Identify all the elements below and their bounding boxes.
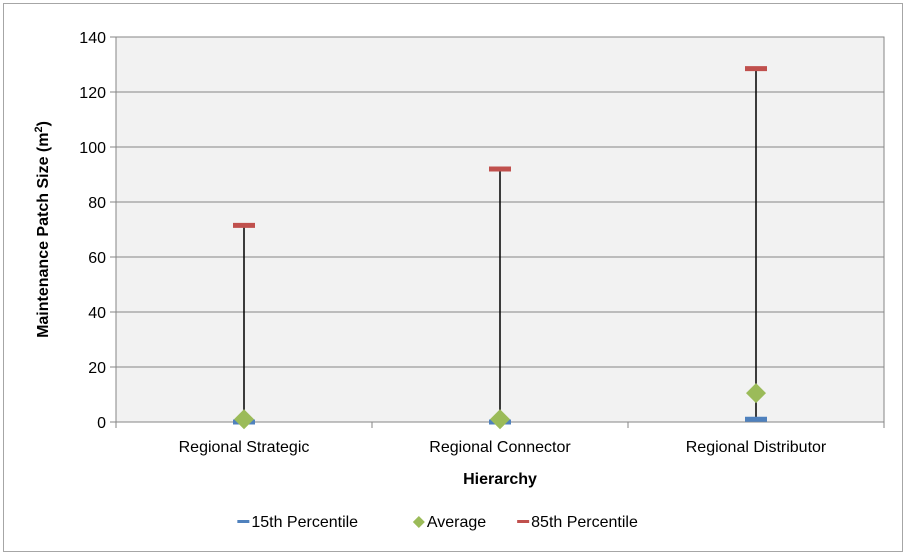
x-tick-label: Regional Distributor (686, 439, 827, 456)
legend-key-15th-percentile (237, 520, 250, 523)
marker-average (746, 383, 766, 404)
x-axis-title: Hierarchy (463, 471, 537, 488)
legend: 15th Percentile Average 85th Percentile (237, 514, 638, 531)
legend-label: 85th Percentile (531, 514, 638, 531)
y-tick-label: 40 (88, 305, 106, 322)
y-tick-label: 120 (79, 85, 106, 102)
legend-key-average (412, 516, 425, 528)
y-axis-title: Maintenance Patch Size (m2) (33, 121, 52, 338)
y-tick-label: 100 (79, 140, 106, 157)
y-tick-label: 0 (97, 415, 106, 432)
marker-15th-percentile (745, 416, 767, 422)
y-axis-title-superscript: 2 (33, 126, 45, 132)
chart-svg: 0 20 40 60 80 100 120 140 Regional Strategic Regi… (33, 30, 885, 531)
legend-label: Average (427, 514, 486, 531)
marker-85th-percentile (745, 66, 767, 72)
series-layer (233, 66, 767, 430)
y-tick-label: 20 (88, 360, 106, 377)
marker-85th-percentile (489, 166, 511, 172)
y-tick-label: 80 (88, 195, 106, 212)
marker-average (234, 409, 254, 430)
marker-85th-percentile (233, 222, 255, 228)
marker-average (490, 409, 510, 430)
y-tick-label: 140 (79, 30, 106, 47)
chart-frame: 0 20 40 60 80 100 120 140 Regional Strategic Regi… (3, 3, 903, 552)
x-tick-label: Regional Strategic (179, 439, 310, 456)
y-axis-title-main: Maintenance Patch Size (m (35, 133, 52, 338)
x-tick-label: Regional Connector (429, 439, 571, 456)
y-tick-label: 60 (88, 250, 106, 267)
axis-layer: 0 20 40 60 80 100 120 140 Regional Strategic Regi… (79, 30, 885, 456)
legend-label: 15th Percentile (251, 514, 358, 531)
y-axis-title-end: ) (35, 121, 52, 126)
legend-key-85th-percentile (517, 520, 530, 523)
